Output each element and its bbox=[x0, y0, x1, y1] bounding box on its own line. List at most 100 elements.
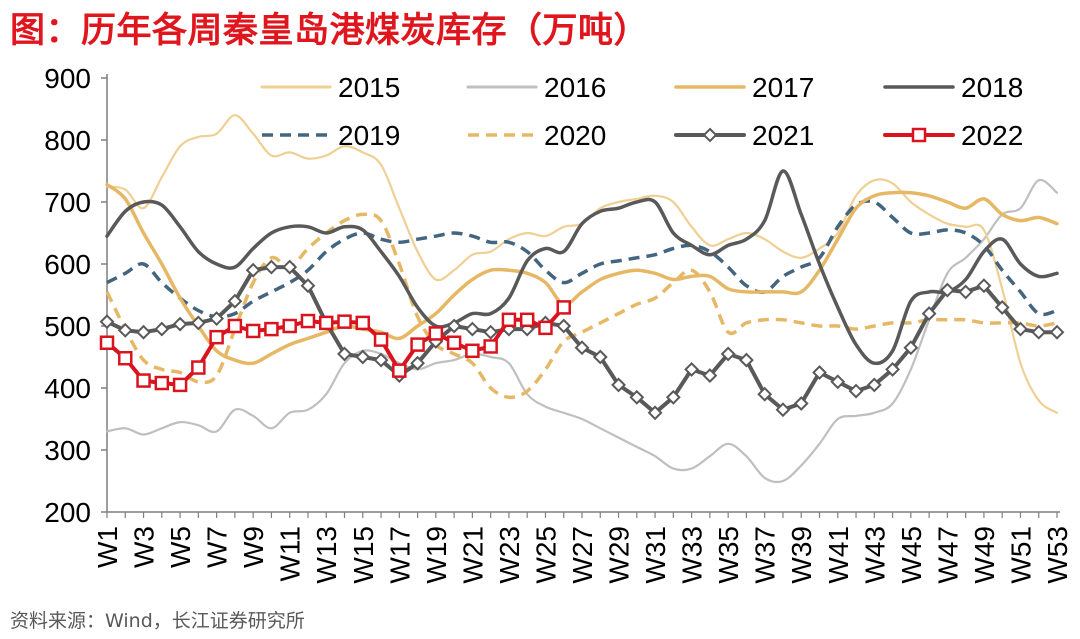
x-tick-label: W13 bbox=[311, 526, 342, 584]
x-tick-label: W41 bbox=[823, 526, 854, 584]
data-point-2021-W46 bbox=[921, 306, 937, 322]
series-2016 bbox=[105, 178, 1059, 484]
data-point-2022-W3 bbox=[136, 373, 151, 388]
data-point-2021-W5 bbox=[172, 316, 188, 332]
data-point-2021-W16 bbox=[373, 352, 389, 368]
data-point-2021-W26 bbox=[556, 318, 572, 334]
data-point-2021-W37 bbox=[757, 386, 773, 402]
x-tick-label: W3 bbox=[129, 526, 160, 568]
source-note: 资料来源：Wind，长江证券研究所 bbox=[10, 610, 305, 632]
data-point-2021-W29 bbox=[611, 377, 626, 393]
x-tick-label: W29 bbox=[604, 526, 635, 584]
x-tick-label: W31 bbox=[640, 526, 671, 584]
legend-marker-2021 bbox=[702, 127, 718, 143]
data-point-2021-W7 bbox=[209, 311, 225, 326]
x-tick-label: W37 bbox=[750, 526, 781, 584]
x-tick-label: W21 bbox=[457, 526, 488, 584]
y-tick-label: 600 bbox=[44, 249, 91, 280]
legend-item-2020: 2020 bbox=[468, 120, 606, 151]
series-2019 bbox=[106, 199, 1058, 319]
data-point-2022-W10 bbox=[264, 321, 279, 337]
legend-label-2020: 2020 bbox=[544, 120, 606, 151]
data-point-2021-W48 bbox=[958, 284, 974, 300]
data-point-2021-W31 bbox=[647, 405, 663, 421]
data-point-2021-W30 bbox=[629, 389, 645, 405]
legend-marker-2022 bbox=[911, 127, 927, 143]
data-point-2021-W52 bbox=[1031, 324, 1047, 340]
data-point-2022-W20 bbox=[446, 335, 462, 350]
data-point-2022-W23 bbox=[501, 312, 517, 328]
series-layer bbox=[99, 114, 1065, 484]
series-line-2019 bbox=[106, 199, 1058, 319]
x-tick-label: W43 bbox=[859, 526, 890, 584]
data-point-2022-W16 bbox=[373, 332, 389, 347]
legend-label-2017: 2017 bbox=[752, 72, 814, 103]
series-2017 bbox=[105, 182, 1059, 366]
x-tick-label: W5 bbox=[165, 526, 196, 568]
data-point-2022-W4 bbox=[154, 375, 170, 391]
x-tick-label: W23 bbox=[494, 526, 525, 584]
data-point-2021-W33 bbox=[684, 361, 700, 377]
y-tick-label: 300 bbox=[44, 435, 91, 466]
data-point-2021-W49 bbox=[976, 278, 992, 294]
legend: 2015 2016 2017 2018 2019 2020 2021 2022 bbox=[260, 72, 1023, 151]
series-2021 bbox=[99, 259, 1065, 421]
y-tick-label: 400 bbox=[44, 373, 91, 404]
legend-label-2018: 2018 bbox=[961, 72, 1023, 103]
data-point-2021-W11 bbox=[282, 259, 298, 275]
data-point-2022-W2 bbox=[118, 350, 133, 366]
data-point-2022-W6 bbox=[191, 360, 206, 375]
legend-item-2021: 2021 bbox=[674, 120, 814, 151]
data-point-2022-W12 bbox=[300, 313, 316, 329]
data-point-2021-W22 bbox=[483, 324, 499, 340]
y-tick-label: 500 bbox=[44, 311, 91, 342]
data-point-2022-W17 bbox=[392, 363, 407, 378]
x-tick-label: W1 bbox=[92, 526, 123, 568]
data-point-2022-W13 bbox=[318, 315, 334, 331]
x-tick-label: W47 bbox=[932, 526, 963, 584]
legend-label-2015: 2015 bbox=[338, 72, 400, 103]
data-point-2022-W15 bbox=[355, 315, 371, 331]
data-point-2021-W42 bbox=[848, 383, 864, 399]
legend-item-2015: 2015 bbox=[260, 72, 400, 103]
data-point-2021-W21 bbox=[464, 321, 480, 337]
data-point-2022-W21 bbox=[465, 343, 480, 359]
data-point-2021-W12 bbox=[300, 278, 316, 294]
series-2018 bbox=[105, 169, 1059, 366]
data-point-2022-W9 bbox=[245, 323, 261, 339]
x-tick-label: W35 bbox=[713, 526, 744, 584]
data-point-2021-W41 bbox=[830, 374, 846, 390]
data-point-2022-W24 bbox=[519, 312, 535, 328]
data-point-2021-W40 bbox=[812, 365, 827, 380]
legend-label-2019: 2019 bbox=[338, 120, 400, 151]
data-point-2021-W43 bbox=[866, 377, 882, 393]
x-tick-label: W15 bbox=[348, 526, 379, 584]
data-point-2021-W34 bbox=[702, 368, 718, 384]
data-point-2022-W18 bbox=[410, 337, 425, 352]
data-point-2021-W9 bbox=[245, 262, 261, 278]
data-point-2021-W28 bbox=[592, 349, 608, 365]
data-point-2021-W3 bbox=[136, 324, 151, 340]
data-point-2021-W2 bbox=[117, 322, 133, 338]
series-line-2021 bbox=[105, 265, 1059, 415]
data-point-2021-W35 bbox=[720, 346, 736, 362]
y-tick-label: 800 bbox=[44, 125, 91, 156]
data-point-2021-W14 bbox=[337, 346, 352, 362]
data-point-2022-W5 bbox=[172, 377, 188, 393]
legend-label-2021: 2021 bbox=[752, 120, 814, 151]
x-tick-label: W51 bbox=[1005, 526, 1036, 584]
axes: 200 300 400 500 600 700 800 900 W1 W3 W5 W7 W9 W11 W13… bbox=[44, 63, 1073, 584]
data-point-2021-W18 bbox=[410, 355, 425, 371]
data-point-2021-W50 bbox=[994, 299, 1010, 315]
data-point-2021-W38 bbox=[775, 402, 791, 418]
legend-item-2022: 2022 bbox=[883, 120, 1023, 151]
legend-item-2017: 2017 bbox=[674, 72, 814, 103]
data-point-2021-W36 bbox=[739, 352, 754, 368]
legend-label-2016: 2016 bbox=[544, 72, 606, 103]
data-point-2022-W1 bbox=[99, 335, 115, 350]
data-point-2021-W53 bbox=[1049, 324, 1065, 340]
data-point-2022-W19 bbox=[428, 326, 444, 341]
series-line-2017 bbox=[105, 182, 1059, 366]
x-tick-label: W27 bbox=[567, 526, 598, 584]
x-tick-label: W33 bbox=[677, 526, 708, 584]
